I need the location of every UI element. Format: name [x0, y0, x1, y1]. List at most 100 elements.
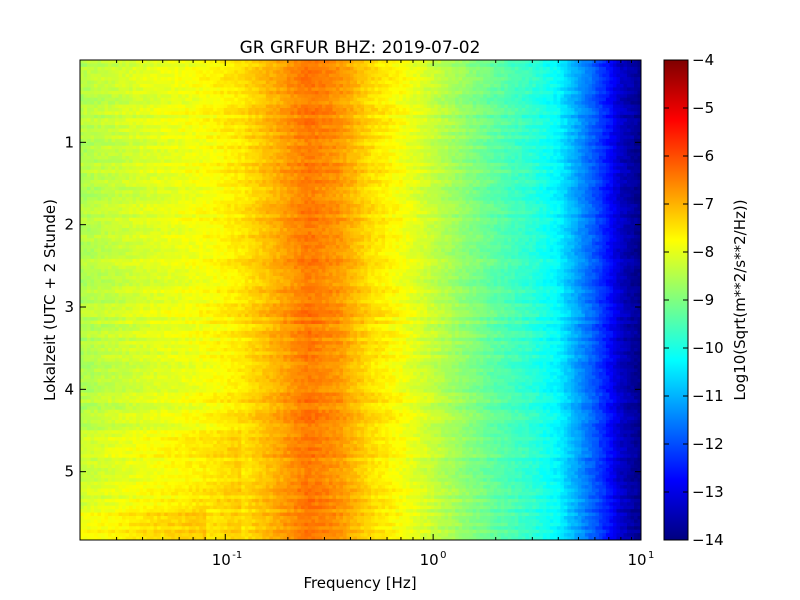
heatmap-cell: [255, 94, 260, 99]
heatmap-cell: [518, 101, 523, 106]
heatmap-cell: [178, 70, 183, 75]
heatmap-cell: [160, 108, 165, 113]
heatmap-cell: [87, 118, 92, 123]
heatmap-cell: [602, 87, 607, 92]
heatmap-cell: [136, 132, 141, 137]
heatmap-cell: [388, 97, 393, 102]
heatmap-cell: [581, 125, 586, 130]
heatmap-cell: [553, 149, 558, 154]
heatmap-cell: [307, 87, 313, 92]
heatmap-cell: [223, 90, 228, 95]
heatmap-cell: [612, 111, 618, 116]
heatmap-cell: [448, 84, 453, 89]
heatmap-cell: [283, 66, 288, 71]
heatmap-cell: [311, 128, 316, 133]
heatmap-cell: [104, 77, 109, 82]
heatmap-cell: [332, 121, 337, 126]
heatmap-cell: [619, 114, 625, 119]
heatmap-cell: [493, 114, 498, 119]
heatmap-cell: [385, 145, 390, 150]
heatmap-cell: [321, 101, 327, 106]
heatmap-cell: [402, 162, 407, 167]
heatmap-cell: [563, 142, 568, 147]
heatmap-cell: [143, 121, 148, 126]
heatmap-cell: [185, 66, 190, 71]
heatmap-cell: [241, 121, 246, 126]
heatmap-cell: [584, 90, 590, 95]
heatmap-cell: [605, 128, 611, 133]
heatmap-cell: [535, 66, 540, 71]
heatmap-cell: [395, 60, 400, 65]
heatmap-cell: [311, 121, 316, 126]
heatmap-cell: [392, 125, 397, 130]
heatmap-cell: [258, 97, 263, 102]
heatmap-cell: [588, 94, 593, 99]
heatmap-cell: [342, 104, 348, 109]
heatmap-cell: [549, 84, 554, 89]
heatmap-cell: [612, 145, 618, 150]
heatmap-cell: [248, 108, 253, 113]
heatmap-cell: [213, 128, 218, 133]
heatmap-cell: [420, 125, 425, 130]
heatmap-cell: [104, 162, 109, 167]
heatmap-cell: [188, 159, 193, 164]
heatmap-cell: [115, 90, 120, 95]
heatmap-cell: [87, 84, 92, 89]
heatmap-cell: [132, 66, 137, 71]
heatmap-cell: [265, 162, 270, 167]
heatmap-cell: [279, 101, 284, 106]
heatmap-cell: [342, 132, 348, 137]
heatmap-cell: [118, 128, 123, 133]
heatmap-cell: [314, 80, 320, 85]
heatmap-cell: [497, 135, 502, 140]
heatmap-cell: [476, 104, 481, 109]
heatmap-cell: [381, 118, 386, 123]
heatmap-cell: [406, 156, 411, 161]
heatmap-cell: [251, 60, 256, 65]
heatmap-cell: [626, 101, 632, 106]
heatmap-cell: [132, 111, 137, 116]
heatmap-cell: [157, 152, 162, 157]
heatmap-cell: [244, 60, 249, 65]
heatmap-cell: [563, 114, 568, 119]
heatmap-cell: [346, 162, 351, 167]
heatmap-cell: [132, 132, 137, 137]
heatmap-cell: [353, 156, 358, 161]
heatmap-cell: [465, 145, 470, 150]
heatmap-cell: [528, 97, 533, 102]
heatmap-cell: [490, 66, 495, 71]
heatmap-cell: [413, 63, 418, 68]
heatmap-cell: [258, 94, 263, 99]
heatmap-cell: [441, 60, 446, 65]
heatmap-cell: [353, 114, 358, 119]
heatmap-cell: [122, 156, 127, 161]
heatmap-cell: [413, 132, 418, 137]
heatmap-cell: [570, 121, 575, 126]
heatmap-cell: [192, 145, 197, 150]
heatmap-cell: [262, 111, 267, 116]
heatmap-cell: [332, 66, 337, 71]
heatmap-cell: [455, 159, 460, 164]
heatmap-cell: [115, 94, 120, 99]
heatmap-cell: [283, 128, 288, 133]
heatmap-cell: [195, 152, 200, 157]
heatmap-cell: [423, 60, 428, 65]
heatmap-cell: [633, 118, 639, 123]
heatmap-cell: [90, 77, 95, 82]
heatmap-cell: [451, 156, 456, 161]
heatmap-cell: [206, 77, 211, 82]
heatmap-cell: [297, 97, 302, 102]
heatmap-cell: [451, 70, 456, 75]
heatmap-cell: [342, 142, 348, 147]
heatmap-cell: [451, 142, 456, 147]
heatmap-cell: [353, 108, 358, 113]
heatmap-cell: [423, 97, 428, 102]
heatmap-cell: [171, 128, 176, 133]
heatmap-cell: [314, 159, 320, 164]
heatmap-cell: [633, 70, 639, 75]
heatmap-cell: [427, 128, 432, 133]
heatmap-cell: [595, 77, 600, 82]
heatmap-cell: [300, 152, 305, 157]
heatmap-cell: [451, 63, 456, 68]
heatmap-cell: [542, 63, 547, 68]
